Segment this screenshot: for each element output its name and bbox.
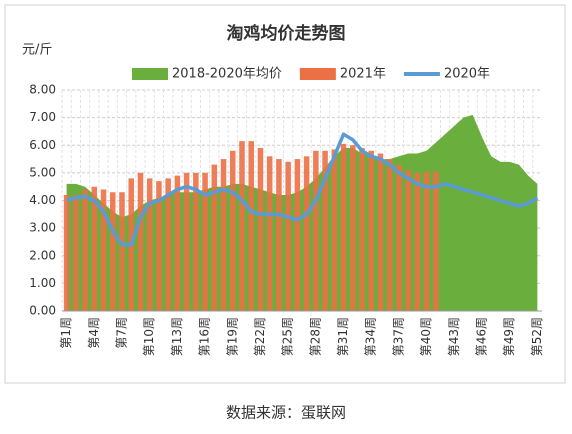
y-tick-label: 1.00 (29, 276, 56, 290)
source: 数据来源：蛋联网 (226, 404, 346, 422)
bar (248, 141, 254, 311)
bar (386, 159, 393, 311)
legend-label: 2021年 (340, 67, 386, 82)
y-tick-label: 3.00 (29, 221, 56, 235)
y-tick-label: 0.00 (29, 304, 56, 318)
bar (257, 148, 264, 311)
bar (313, 150, 319, 311)
bar (137, 172, 144, 311)
bar (359, 148, 365, 311)
bar (91, 186, 98, 311)
bar (266, 156, 273, 311)
bar (433, 171, 439, 311)
y-tick-label: 5.00 (29, 165, 56, 179)
bar (82, 189, 88, 311)
bar (156, 181, 162, 311)
bar (146, 178, 153, 311)
bar (165, 178, 171, 311)
line (66, 132, 539, 247)
legend-label: 2018-2020年均价 (172, 67, 282, 82)
x-tick-label: 第49周 (502, 317, 516, 356)
bar (193, 172, 199, 311)
bar (294, 159, 301, 311)
y-unit: 元/斤 (22, 43, 52, 58)
y-tick-label: 4.00 (29, 193, 56, 207)
y-tick-label: 8.00 (29, 83, 56, 97)
legend-label: 2020年 (444, 67, 490, 82)
bar (368, 150, 374, 311)
bar (239, 141, 245, 311)
chart-title: 淘鸡均价走势图 (227, 23, 346, 44)
bar (174, 175, 181, 311)
bar (230, 150, 236, 311)
bar (73, 194, 79, 311)
x-tick-label: 第13周 (170, 317, 184, 356)
bar (396, 164, 402, 311)
y-tick-label: 2.00 (29, 248, 56, 262)
x-tick-label: 第43周 (447, 317, 461, 356)
y-tick-label: 6.00 (29, 138, 56, 152)
x-tick-label: 第19周 (225, 317, 239, 356)
bar (220, 159, 227, 311)
bar (202, 172, 208, 311)
legend-swatch (299, 68, 336, 80)
x-tick-label: 第7周 (115, 317, 129, 349)
x-tick-label: 第25周 (281, 317, 295, 356)
legend-swatch (132, 68, 168, 80)
bar (331, 149, 338, 311)
bar (350, 145, 356, 311)
x-tick-label: 第31周 (336, 317, 350, 356)
x-tick-label: 第10周 (142, 317, 156, 356)
bar (211, 164, 218, 311)
x-tick-label: 第22周 (253, 317, 267, 356)
x-tick-label: 第40周 (419, 317, 433, 356)
bar (100, 189, 107, 311)
bar (183, 172, 190, 311)
x-tick-label: 第37周 (391, 317, 405, 356)
bar (423, 171, 430, 311)
bar (340, 143, 347, 311)
bar (63, 194, 70, 311)
bar (377, 153, 384, 311)
y-tick-label: 7.00 (29, 110, 56, 124)
bar (119, 192, 125, 311)
x-tick-label: 第46周 (475, 317, 489, 356)
bar (405, 170, 411, 311)
bar (303, 156, 310, 311)
x-tick-label: 第52周 (530, 317, 544, 356)
x-tick-label: 第4周 (87, 317, 101, 349)
x-tick-label: 第34周 (364, 317, 378, 356)
x-tick-label: 第1周 (59, 317, 73, 349)
x-tick-label: 第16周 (198, 317, 212, 356)
x-tick-label: 第28周 (308, 317, 322, 356)
bar (110, 192, 116, 311)
bar (276, 159, 282, 311)
bar (322, 150, 328, 311)
bar (285, 161, 291, 311)
bar (414, 172, 421, 311)
